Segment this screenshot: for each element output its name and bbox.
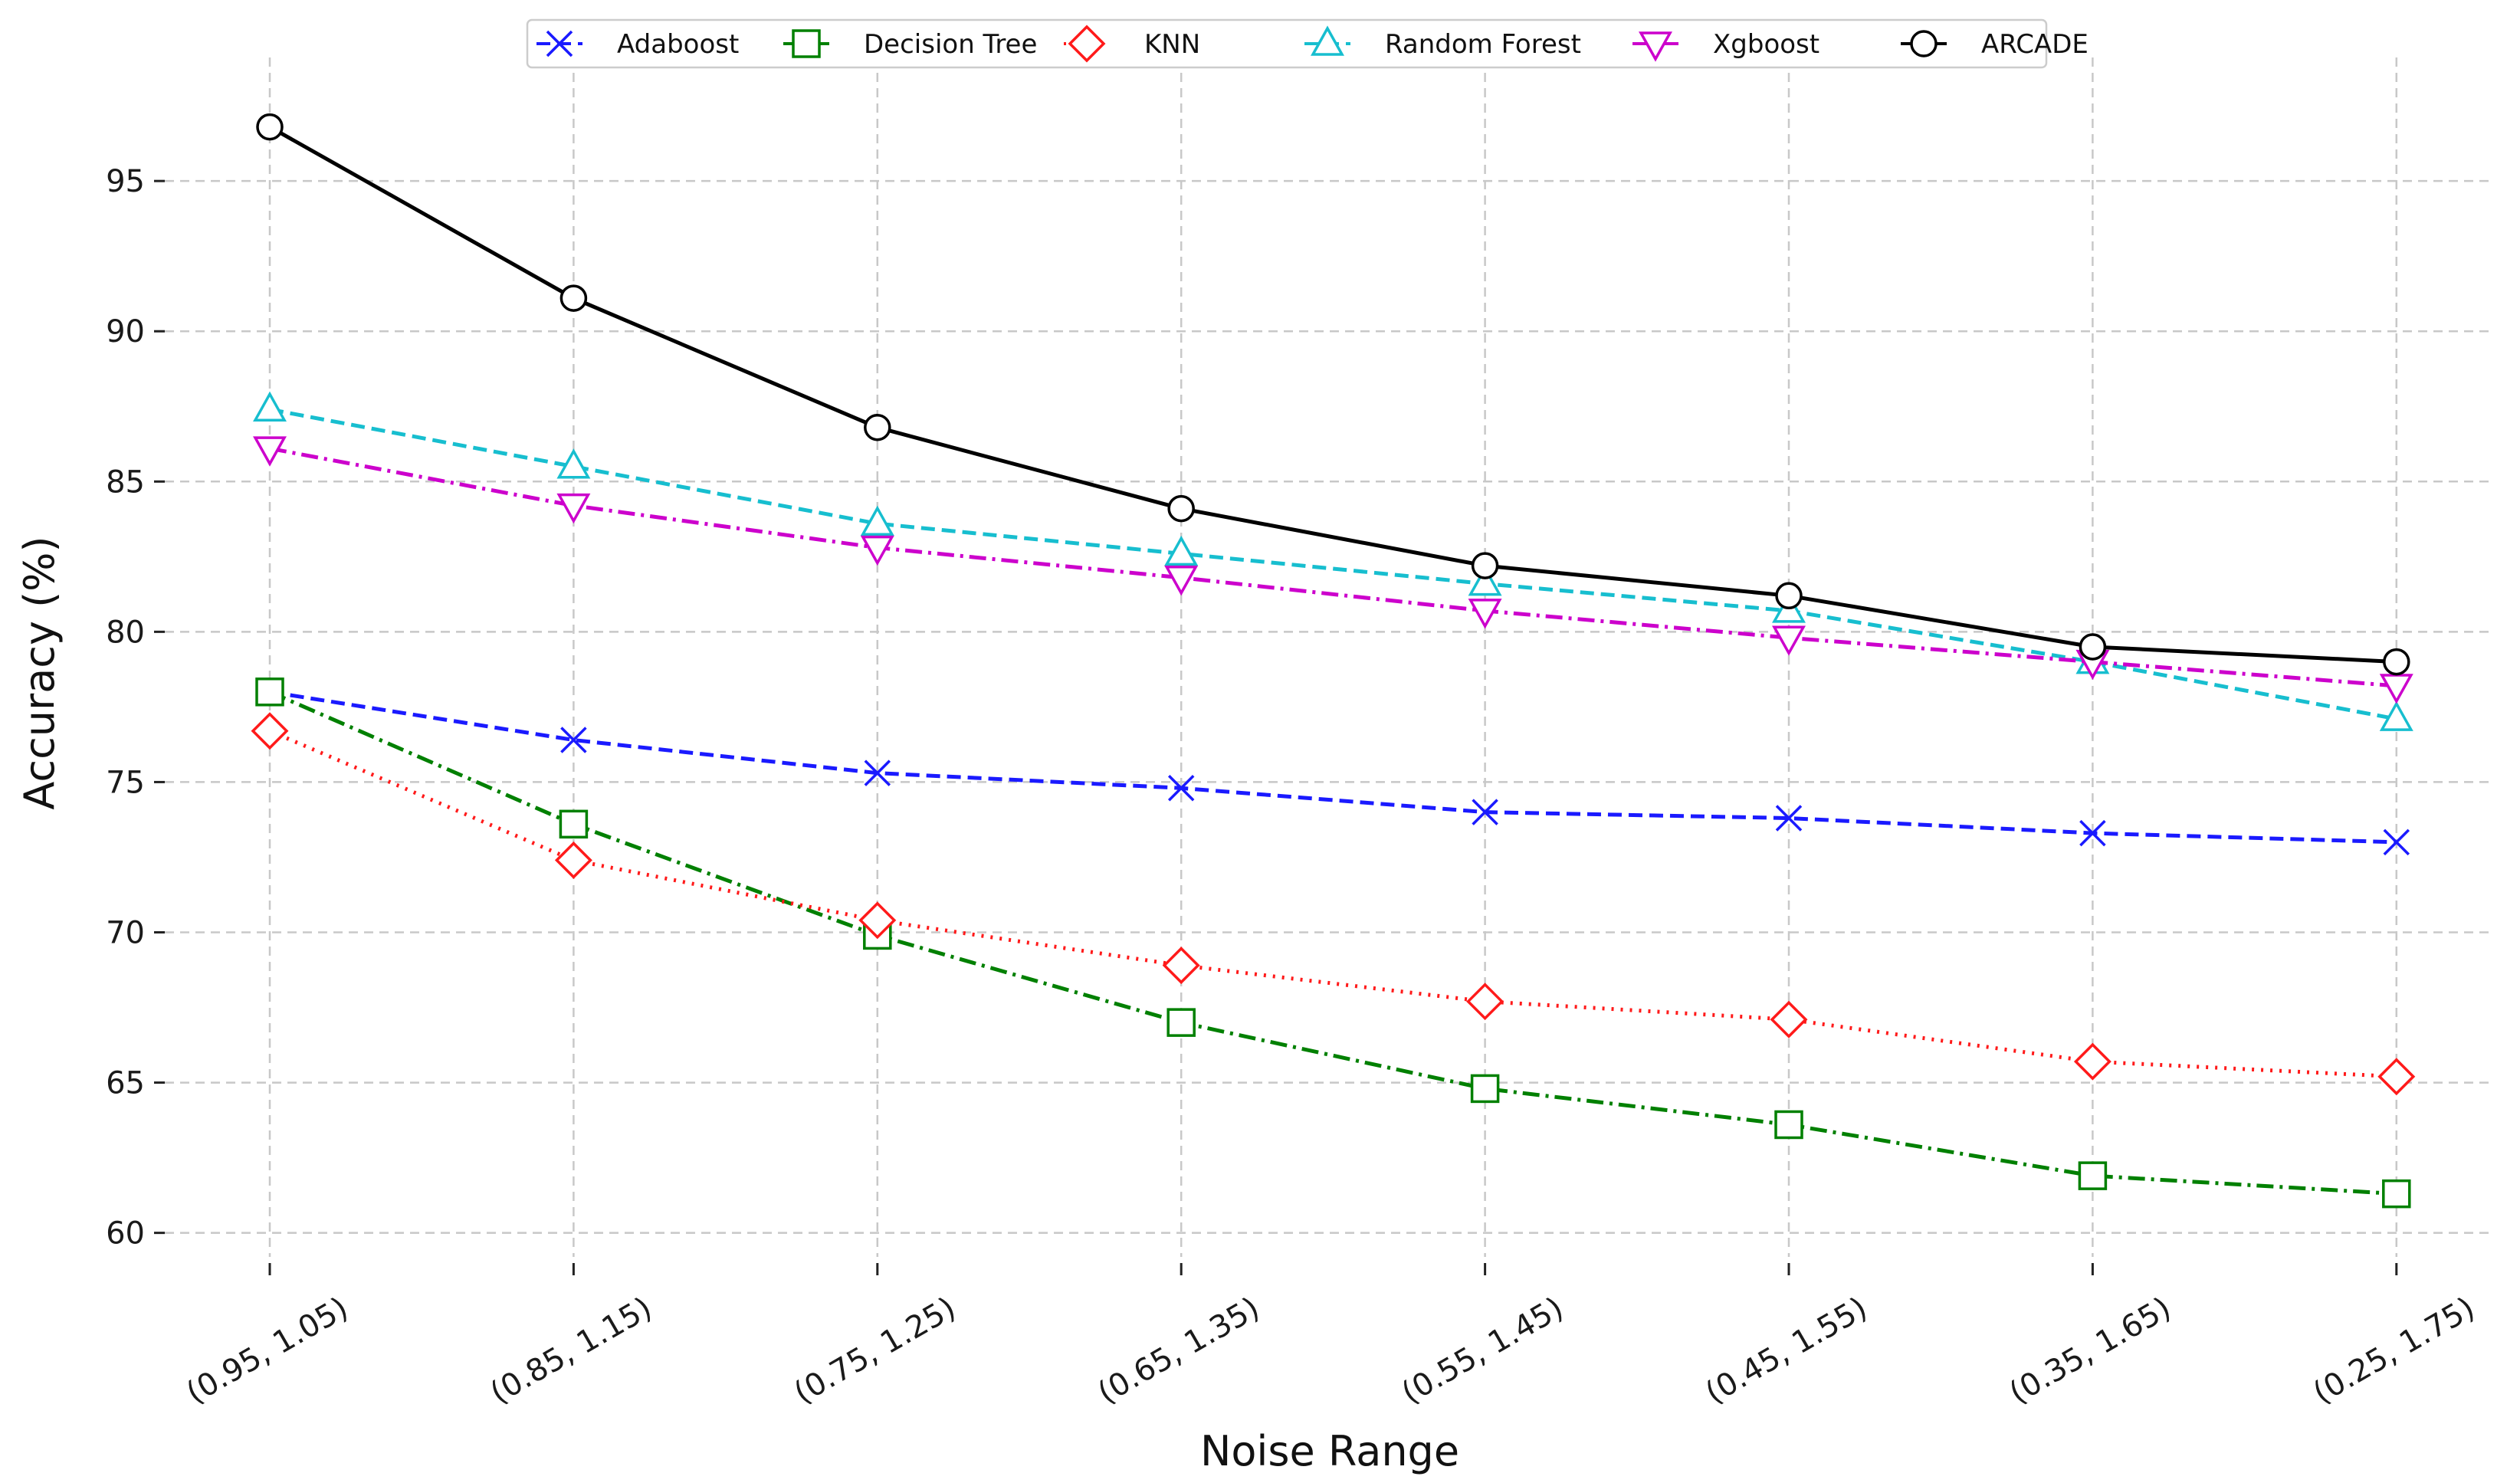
data-point-xgboost <box>1772 625 1806 656</box>
legend-label-arcade: ARCADE <box>1981 29 2089 60</box>
data-point-arcade <box>2079 633 2107 661</box>
data-point-arcade <box>864 413 891 441</box>
data-point-arcade <box>1167 494 1195 523</box>
data-point-knn <box>2377 1058 2416 1096</box>
data-point-decision-tree <box>255 678 284 707</box>
legend-label-random-forest: Random Forest <box>1385 29 1581 60</box>
data-point-knn <box>554 841 592 879</box>
series-line-knn <box>269 729 2397 1079</box>
x-marker-stroke <box>1775 805 1803 832</box>
x-tick-label: (0.25, 1.75) <box>2307 1291 2480 1411</box>
legend-marker-xgboost <box>1639 31 1672 62</box>
data-point-knn <box>2073 1042 2111 1081</box>
data-point-knn <box>251 712 289 750</box>
grid-lines <box>165 57 2495 1257</box>
data-point-decision-tree <box>1774 1110 1803 1140</box>
series-line-arcade <box>268 125 2397 664</box>
x-tick-label: (0.75, 1.25) <box>788 1291 961 1411</box>
data-point-random-forest <box>2379 700 2413 731</box>
data-point-xgboost <box>556 493 591 524</box>
data-point-xgboost <box>1164 566 1199 596</box>
data-point-adaboost <box>864 760 891 786</box>
data-point-random-forest <box>556 448 591 479</box>
data-point-random-forest <box>253 391 287 422</box>
data-point-arcade <box>559 284 588 312</box>
data-point-decision-tree <box>559 809 589 839</box>
x-marker-stroke <box>546 30 573 57</box>
legend: Adaboost Decision Tree KNN Random Forest Xgb… <box>526 18 2089 69</box>
y-axis-title: Accuracy (%) <box>15 536 64 809</box>
legend-label-xgboost: Xgboost <box>1713 29 1819 60</box>
data-point-random-forest <box>860 505 894 536</box>
data-point-adaboost <box>2383 828 2410 856</box>
x-tick-label: (0.85, 1.15) <box>484 1291 658 1411</box>
x-tick-label: (0.35, 1.65) <box>2003 1291 2177 1411</box>
legend-marker-arcade <box>1910 30 1938 57</box>
data-point-adaboost <box>1472 799 1498 825</box>
data-point-xgboost <box>2379 674 2413 704</box>
y-tick-label: 85 <box>106 464 145 500</box>
data-point-decision-tree <box>2078 1161 2108 1190</box>
x-marker-stroke <box>864 760 891 786</box>
data-point-knn <box>1770 1000 1808 1038</box>
y-tick-label: 80 <box>106 615 145 650</box>
y-tick-label: 90 <box>106 314 145 349</box>
y-tick-label: 60 <box>106 1216 145 1252</box>
x-tick-label: (0.95, 1.05) <box>181 1291 354 1411</box>
data-point-adaboost <box>1167 775 1195 802</box>
data-point-arcade <box>1775 582 1803 610</box>
data-point-decision-tree <box>1470 1074 1500 1104</box>
x-marker-stroke <box>1472 799 1498 825</box>
data-point-xgboost <box>1468 599 1502 629</box>
legend-marker-adaboost <box>546 30 573 57</box>
legend-marker-knn <box>1068 25 1106 63</box>
data-point-adaboost <box>2079 819 2106 847</box>
series-lines <box>251 113 2416 1209</box>
series-line-xgboost <box>269 446 2397 688</box>
data-point-knn <box>1162 947 1200 985</box>
legend-marker-random-forest <box>1311 25 1344 56</box>
series-line-random-forest <box>269 407 2397 721</box>
data-point-arcade <box>2383 648 2410 676</box>
x-marker-stroke <box>1167 775 1195 802</box>
data-point-xgboost <box>253 436 287 467</box>
legend-label-decision-tree: Decision Tree <box>864 29 1037 60</box>
y-tick-label: 75 <box>106 765 145 800</box>
x-tick-label: (0.65, 1.35) <box>1092 1291 1265 1411</box>
data-point-decision-tree <box>2382 1179 2411 1209</box>
series-line-adaboost <box>269 690 2397 845</box>
data-point-adaboost <box>560 727 587 753</box>
data-point-adaboost <box>1775 805 1803 832</box>
data-point-arcade <box>256 113 284 141</box>
legend-label-knn: KNN <box>1144 29 1200 60</box>
series-line-decision-tree <box>269 690 2397 1196</box>
data-point-knn <box>858 901 897 940</box>
legend-label-adaboost: Adaboost <box>617 29 739 60</box>
data-point-random-forest <box>1164 535 1199 566</box>
data-point-xgboost <box>860 535 894 566</box>
y-tick-label: 95 <box>106 164 145 199</box>
x-marker-stroke <box>2079 819 2106 847</box>
data-point-knn <box>1466 983 1504 1021</box>
x-marker-stroke <box>2383 828 2410 856</box>
legend-marker-decision-tree <box>792 29 821 58</box>
x-axis-title: Noise Range <box>1200 1427 1459 1475</box>
data-point-arcade <box>1471 552 1499 579</box>
x-marker-stroke <box>560 727 587 753</box>
y-tick-label: 70 <box>106 915 145 950</box>
x-tick-label: (0.55, 1.45) <box>1396 1291 1569 1411</box>
axes: 60 65 70 75 80 85 90 95 (0.95, 1.05) (0.85, 1.15)… <box>106 164 2481 1411</box>
x-tick-label: (0.45, 1.55) <box>1700 1291 1873 1411</box>
data-point-random-forest <box>1468 566 1502 596</box>
data-point-decision-tree <box>1166 1008 1196 1037</box>
y-tick-label: 65 <box>106 1066 145 1101</box>
